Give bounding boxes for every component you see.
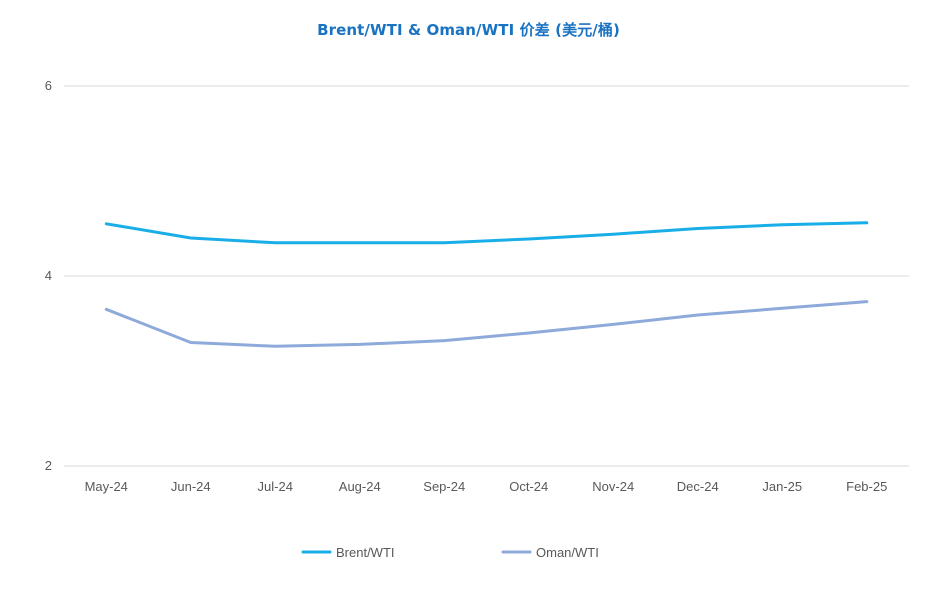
legend: Brent/WTI Oman/WTI — [301, 545, 599, 560]
chart-title: Brent/WTI & Oman/WTI 价差 (美元/桶) — [317, 21, 620, 39]
x-tick-label: Feb-25 — [846, 479, 887, 494]
y-axis-ticks: 2 4 6 — [45, 78, 52, 473]
legend-label: Brent/WTI — [336, 545, 395, 560]
x-tick-label: Oct-24 — [509, 479, 548, 494]
gridlines — [64, 85, 909, 467]
x-tick-label: May-24 — [85, 479, 128, 494]
series-line-oman-wti — [104, 300, 869, 348]
x-tick-label: Nov-24 — [592, 479, 634, 494]
x-tick-label: Jul-24 — [258, 479, 293, 494]
series-lines — [104, 221, 869, 348]
x-tick-label: Dec-24 — [677, 479, 719, 494]
y-tick-label: 6 — [45, 78, 52, 93]
x-axis-ticks: May-24 Jun-24 Jul-24 Aug-24 Sep-24 Oct-24 Nov-… — [85, 479, 888, 494]
y-tick-label: 2 — [45, 458, 52, 473]
series-line-brent-wti — [104, 221, 869, 245]
x-tick-label: Jan-25 — [762, 479, 802, 494]
legend-label: Oman/WTI — [536, 545, 599, 560]
x-tick-label: Jun-24 — [171, 479, 211, 494]
x-tick-label: Aug-24 — [339, 479, 381, 494]
y-tick-label: 4 — [45, 268, 52, 283]
x-tick-label: Sep-24 — [423, 479, 465, 494]
